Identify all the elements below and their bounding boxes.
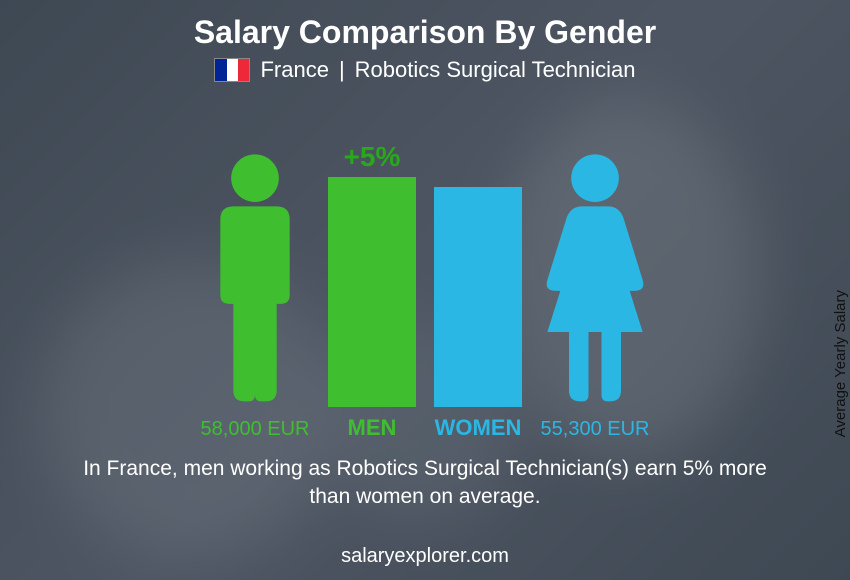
women-column: 55,300 EUR [540,150,650,441]
subtitle-row: France | Robotics Surgical Technician [214,57,635,83]
flag-stripe-2 [227,59,238,81]
y-axis-label: Average Yearly Salary [832,290,849,437]
subtitle-sep: | [339,57,345,83]
page-title: Salary Comparison By Gender [194,14,656,51]
male-icon [200,150,310,410]
men-label: MEN [348,415,397,441]
men-bar-wrap: +5% MEN [328,141,416,441]
men-salary: 58,000 EUR [201,418,310,441]
women-bar [434,187,522,407]
men-column: 58,000 EUR [200,150,310,441]
flag-stripe-1 [215,59,226,81]
women-label: WOMEN [435,415,522,441]
footer-text: salaryexplorer.com [341,545,509,568]
chart-area: 58,000 EUR +5% MEN WOMEN 55,300 EUR [105,101,745,441]
flag-icon [214,58,250,82]
description-text: In France, men working as Robotics Surgi… [65,455,785,512]
men-pct-label: +5% [344,141,401,173]
subtitle-job: Robotics Surgical Technician [355,57,636,83]
women-bar-wrap: WOMEN [434,141,522,441]
subtitle-country: France [260,57,328,83]
flag-stripe-3 [238,59,249,81]
female-icon [540,150,650,410]
women-salary: 55,300 EUR [541,418,650,441]
men-bar [328,177,416,407]
